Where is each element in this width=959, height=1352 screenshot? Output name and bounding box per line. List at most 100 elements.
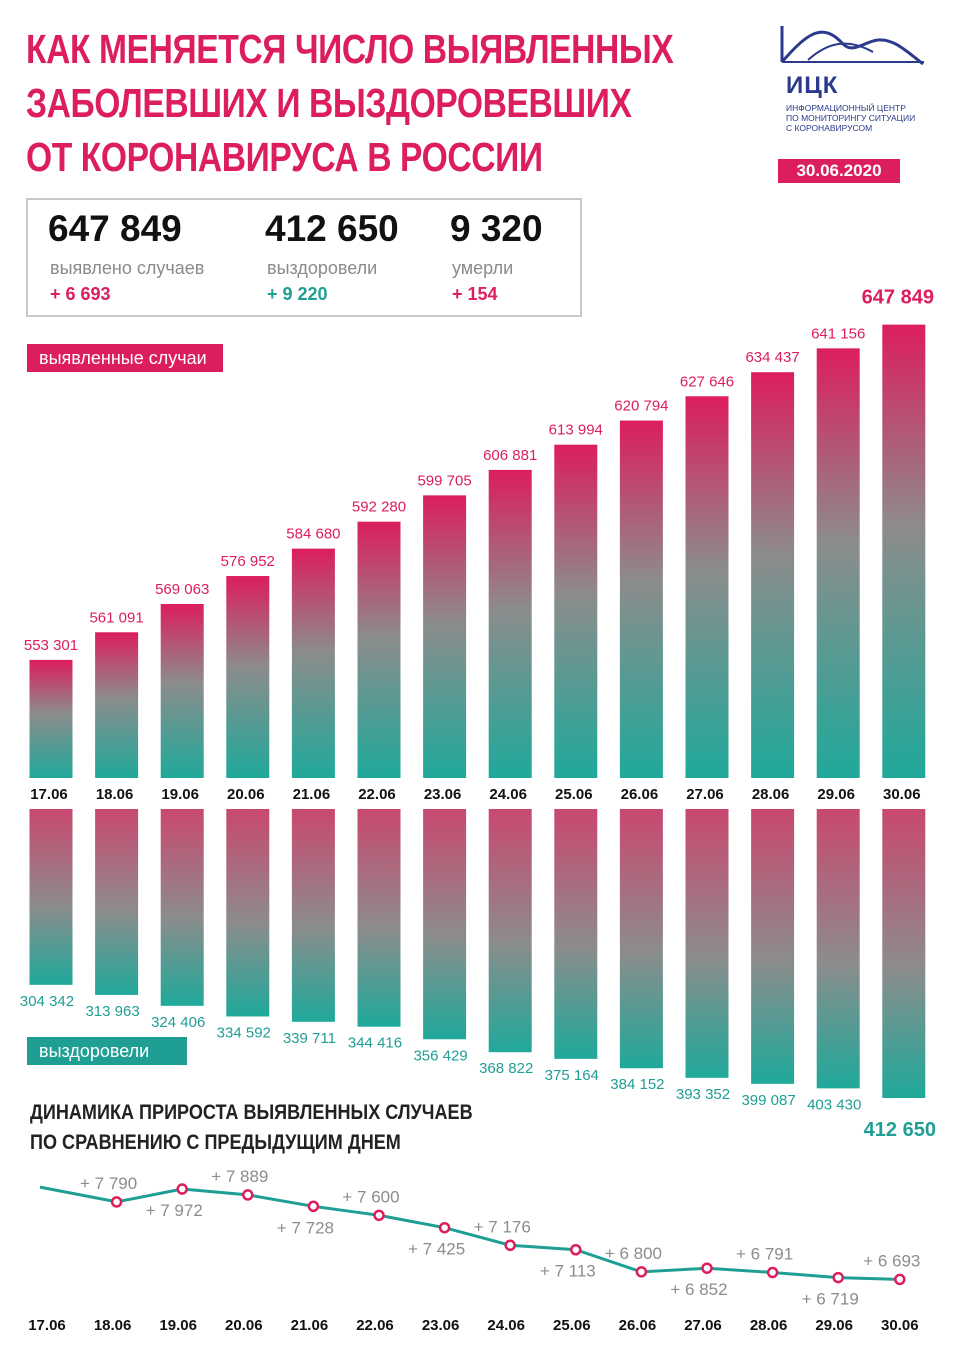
logo-description: ИНФОРМАЦИОННЫЙ ЦЕНТР ПО МОНИТОРИНГУ СИТУ… (786, 103, 936, 133)
cases-bar (685, 396, 729, 778)
increase-label: + 6 693 (863, 1251, 920, 1270)
cases-bar (751, 372, 795, 778)
cases-chart: 553 301 17.06 561 091 18.06 569 063 19.06 576 … (24, 287, 934, 803)
cases-x-tick: 28.06 (752, 786, 790, 803)
recovered-bar (685, 809, 729, 1078)
cases-bar-label: 606 881 (483, 447, 537, 464)
recovered-bar-label: 356 429 (413, 1047, 467, 1064)
cases-x-tick: 24.06 (489, 786, 527, 803)
line-x-tick: 18.06 (94, 1317, 132, 1334)
cases-bar (882, 324, 926, 778)
increase-point (307, 1200, 320, 1213)
cases-bar-label: 634 437 (745, 349, 799, 366)
cases-x-tick: 26.06 (621, 786, 659, 803)
recovered-bar (619, 809, 663, 1069)
title-line-2: ЗАБОЛЕВШИХ И ВЫЗДОРОВЕВШИХ (26, 80, 632, 126)
cases-bar (423, 495, 467, 778)
date-badge: 30.06.2020 (778, 159, 900, 183)
increase-point (701, 1262, 713, 1274)
deaths-delta: + 154 (452, 284, 498, 304)
increase-point (832, 1271, 844, 1284)
page-title: КАК МЕНЯЕТСЯ ЧИСЛО ВЫЯВЛЕННЫХ ЗАБОЛЕВШИХ… (26, 22, 674, 184)
cases-x-tick: 29.06 (817, 786, 855, 803)
recovered-bar (423, 809, 467, 1040)
summary-box: 647 849 выявлено случаев + 6 693 412 650… (26, 198, 582, 317)
title-line-3: ОТ КОРОНАВИРУСА В РОССИИ (26, 134, 543, 180)
increase-point (570, 1243, 582, 1256)
cases-bar-label: 620 794 (614, 398, 668, 415)
cases-bar-label: 599 705 (417, 472, 471, 489)
logo-icon (780, 26, 924, 66)
cases-x-tick: 23.06 (424, 786, 462, 803)
line-x-tick: 27.06 (684, 1317, 722, 1334)
recovered-bar-label: 304 342 (20, 993, 74, 1010)
cases-bar-label: 569 063 (155, 581, 209, 598)
increase-label: + 7 425 (408, 1240, 465, 1259)
cases-label: выявлено случаев (50, 258, 205, 278)
recovered-bar (226, 809, 270, 1017)
recovered-bar (488, 809, 532, 1053)
cases-bar (619, 420, 663, 778)
increase-point (894, 1273, 906, 1286)
line-x-tick: 21.06 (291, 1317, 329, 1334)
cases-bar (226, 576, 270, 778)
cases-x-tick: 21.06 (293, 786, 331, 803)
increase-line (39, 1185, 900, 1281)
cases-x-tick: 19.06 (161, 786, 199, 803)
line-x-tick: 25.06 (553, 1317, 591, 1334)
line-chart-title: ДИНАМИКА ПРИРОСТА ВЫЯВЛЕННЫХ СЛУЧАЕВ ПО … (30, 1098, 473, 1158)
cases-value: 647 849 (48, 208, 182, 249)
deaths-value: 9 320 (450, 208, 543, 249)
line-x-tick: 23.06 (422, 1317, 460, 1334)
cases-bar-label: 613 994 (549, 422, 603, 439)
line-x-tick: 28.06 (750, 1317, 788, 1334)
cases-bar (816, 348, 860, 778)
logo-desc-line: ИНФОРМАЦИОННЫЙ ЦЕНТР (786, 103, 906, 113)
recovered-bar (816, 809, 860, 1089)
increase-point (635, 1266, 648, 1278)
increase-point (242, 1189, 254, 1201)
cases-x-tick: 17.06 (30, 786, 68, 803)
cases-x-tick: 25.06 (555, 786, 593, 803)
recovered-chart: 304 342 313 963 324 406 334 592 339 711 344 4… (20, 809, 936, 1141)
recovered-bar-label: 368 822 (479, 1060, 533, 1077)
recovered-bar (554, 809, 598, 1059)
recovered-bar-label: 334 592 (217, 1024, 271, 1041)
recovered-label: выздоровели (267, 258, 378, 278)
deaths-label: умерли (452, 258, 514, 278)
increase-label: + 7 176 (474, 1217, 531, 1236)
logo-desc-line: ПО МОНИТОРИНГУ СИТУАЦИИ (786, 113, 916, 123)
recovered-bar-label: 412 650 (864, 1119, 936, 1141)
cases-bar-label: 553 301 (24, 637, 78, 654)
recovered-legend-badge: выздоровели (27, 1037, 187, 1065)
cases-bar-label: 592 280 (352, 499, 406, 516)
recovered-bar-label: 375 164 (545, 1067, 599, 1084)
increase-line-chart: + 7 790 + 7 972 + 7 889 + 7 728 + 7 600 + 7 4… (28, 1167, 920, 1334)
recovered-bar (160, 809, 204, 1006)
cases-bar-label: 561 091 (89, 609, 143, 626)
cases-delta: + 6 693 (50, 284, 111, 304)
recovered-bar (357, 809, 401, 1027)
increase-label: + 7 972 (146, 1201, 203, 1220)
recovered-bar-label: 384 152 (610, 1076, 664, 1093)
cases-bar-label: 627 646 (680, 373, 734, 390)
title-line-1: КАК МЕНЯЕТСЯ ЧИСЛО ВЫЯВЛЕННЫХ (26, 26, 674, 72)
increase-point (373, 1209, 385, 1222)
increase-label: + 6 852 (670, 1280, 727, 1299)
increase-label: + 6 719 (802, 1290, 859, 1309)
cases-x-tick: 30.06 (883, 786, 921, 803)
cases-bar-label: 647 849 (862, 287, 934, 309)
cases-bar (160, 604, 204, 778)
recovered-delta: + 9 220 (267, 284, 328, 304)
line-x-tick: 29.06 (815, 1317, 853, 1334)
recovered-bar (95, 809, 139, 995)
recovered-bar-label: 399 087 (741, 1092, 795, 1109)
increase-point (766, 1266, 779, 1279)
line-x-tick: 20.06 (225, 1317, 263, 1334)
increase-label: + 7 889 (211, 1167, 268, 1186)
increase-label: + 7 790 (80, 1174, 137, 1193)
increase-label: + 7 600 (342, 1187, 399, 1206)
recovered-bar (29, 809, 73, 985)
line-x-tick: 26.06 (619, 1317, 657, 1334)
